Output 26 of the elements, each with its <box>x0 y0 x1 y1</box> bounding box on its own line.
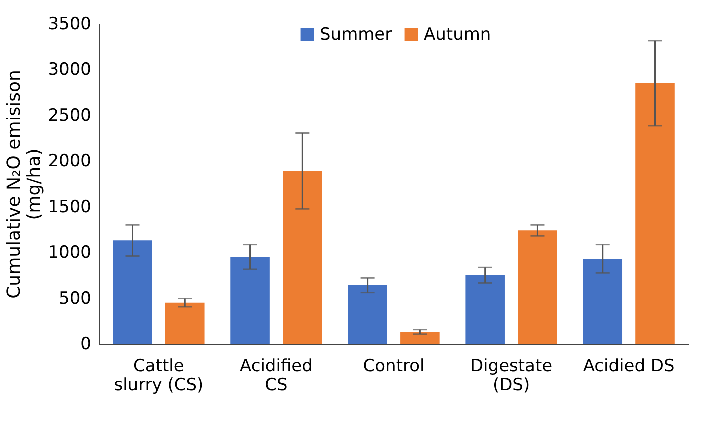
x-tick-label: Digestate (DS) <box>470 356 553 396</box>
y-tick-label: 3500 <box>48 14 92 34</box>
bar <box>283 171 322 344</box>
bar <box>636 83 675 344</box>
y-tick-label: 2000 <box>48 152 92 172</box>
legend-label: Autumn <box>424 24 492 45</box>
bar <box>518 230 558 344</box>
x-tick-label: Acidified CS <box>240 356 313 396</box>
y-axis-title: Cumulative N₂O emisison (mg/ha) <box>4 70 46 299</box>
bar <box>400 332 440 344</box>
x-tick-label: Control <box>363 356 425 376</box>
x-tick-label: Cattle slurry (CS) <box>114 356 204 396</box>
legend-label: Summer <box>320 24 392 45</box>
x-tick-label: Acidied DS <box>583 356 675 376</box>
y-tick-label: 0 <box>80 334 92 354</box>
bar <box>165 302 205 344</box>
bar <box>466 275 505 344</box>
bar <box>583 258 623 344</box>
y-tick-label: 1000 <box>48 243 92 264</box>
y-tick-label: 2500 <box>48 106 92 126</box>
y-tick-label: 500 <box>59 288 92 309</box>
bar <box>113 240 152 344</box>
y-tick-label: 3000 <box>48 60 92 80</box>
bar <box>348 285 388 344</box>
bar <box>230 257 270 344</box>
y-tick-label: 1500 <box>48 197 92 218</box>
